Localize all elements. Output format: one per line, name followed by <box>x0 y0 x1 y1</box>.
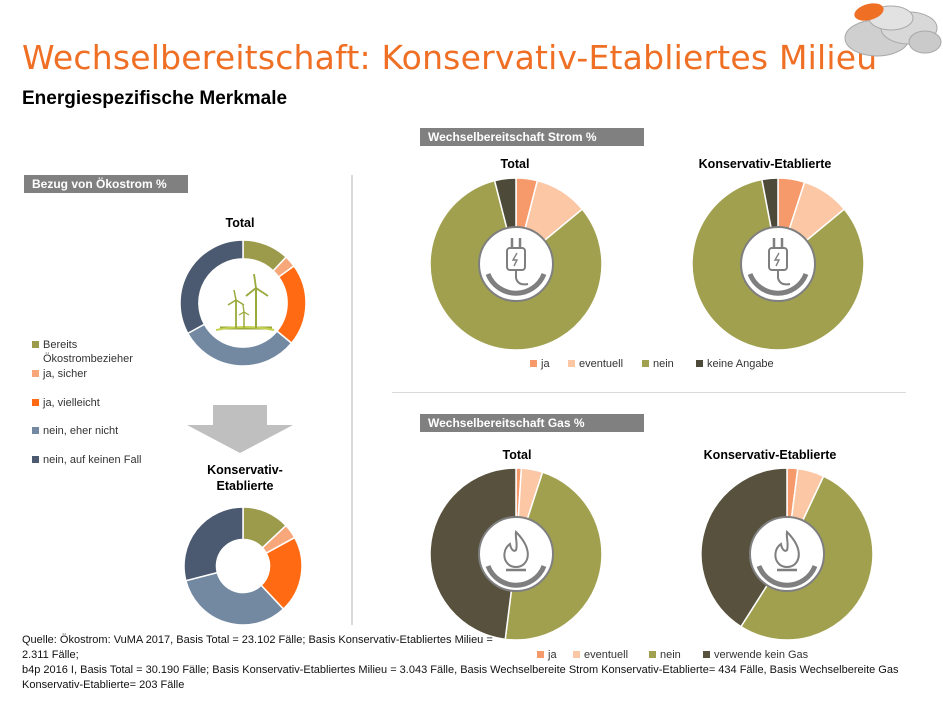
legend-swatch <box>32 456 39 463</box>
legend-swatch <box>32 370 39 377</box>
legend-label: eventuell <box>579 358 624 370</box>
legend-swatch <box>530 360 537 367</box>
legend-swatch <box>32 427 39 434</box>
donut-chart-strom-total <box>429 177 603 351</box>
legend-strom: ja eventuell nein keine Angabe <box>530 357 790 371</box>
legend-swatch <box>537 651 544 658</box>
horizontal-divider <box>392 392 906 393</box>
legend-swatch <box>568 360 575 367</box>
legend-label: nein, auf keinen Fall <box>43 454 142 466</box>
section-label-oekostrom: Bezug von Ökostrom % <box>24 175 188 193</box>
page-subtitle: Energiespezifische Merkmale <box>22 88 288 109</box>
chart-title-oeko-total: Total <box>225 216 255 230</box>
wind-turbine-icon <box>215 273 275 331</box>
donut-chart-oeko-ke <box>183 506 303 626</box>
chart-title-oeko-ke: Konservativ- Etablierte <box>207 463 283 493</box>
chart-title-strom-total: Total <box>500 157 530 171</box>
donut-chart-gas-ke <box>700 467 874 641</box>
legend-label: ja <box>541 358 550 370</box>
legend-label: eventuell <box>584 649 629 661</box>
page-title: Wechselbereitschaft: Konservativ-Etablie… <box>22 38 878 77</box>
pie-slice-ja-vielleicht <box>275 264 307 345</box>
pie-slice-verwende-kein-gas <box>429 467 517 641</box>
section-label-strom: Wechselbereitschaft Strom % <box>420 128 644 146</box>
donut-chart-gas-total <box>429 467 603 641</box>
legend-label: keine Angabe <box>707 358 774 370</box>
legend-label: verwende kein Gas <box>714 649 809 661</box>
legend-swatch <box>642 360 649 367</box>
donut-chart-oeko-total <box>179 239 307 367</box>
legend-label: nein <box>660 649 681 661</box>
legend-label: nein <box>653 358 674 370</box>
pie-slice-nein-auf-keinen-fall <box>179 239 244 335</box>
legend-label: ja, sicher <box>43 368 88 380</box>
legend-swatch <box>573 651 580 658</box>
pie-slice-verwende-kein-gas <box>700 467 788 628</box>
legend-label: nein, eher nicht <box>43 425 119 437</box>
power-plug-icon <box>478 226 554 302</box>
source-line-2: b4p 2016 I, Basis Total = 30.190 Fälle; … <box>22 664 899 691</box>
legend-gas: ja eventuell nein verwende kein Gas <box>537 648 837 662</box>
legend-swatch <box>696 360 703 367</box>
chart-title-strom-ke: Konservativ-Etablierte <box>698 157 832 171</box>
legend-label: Bereits Ökostrombezieher <box>43 339 133 365</box>
legend-swatch <box>32 341 39 348</box>
logo-bubbles-icon <box>844 3 942 57</box>
legend-swatch <box>649 651 656 658</box>
donut-chart-strom-ke <box>691 177 865 351</box>
legend-swatch <box>703 651 710 658</box>
power-plug-icon <box>740 226 816 302</box>
chart-title-gas-ke: Konservativ-Etablierte <box>703 448 837 462</box>
pie-slice-nein-eher-nicht <box>184 571 285 626</box>
pie-slice-nein-auf-keinen-fall <box>183 506 244 582</box>
source-line-1: Quelle: Ökostrom: VuMA 2017, Basis Total… <box>22 634 493 661</box>
source-note: Quelle: Ökostrom: VuMA 2017, Basis Total… <box>22 633 902 693</box>
chart-title-gas-total: Total <box>502 448 532 462</box>
arrow-down-icon <box>187 405 293 453</box>
legend-swatch <box>32 399 39 406</box>
legend-label: ja, vielleicht <box>43 397 100 409</box>
section-label-gas: Wechselbereitschaft Gas % <box>420 414 644 432</box>
gas-flame-icon <box>478 516 554 592</box>
vertical-divider <box>351 175 353 625</box>
gas-flame-icon <box>749 516 825 592</box>
legend-label: ja <box>548 649 557 661</box>
